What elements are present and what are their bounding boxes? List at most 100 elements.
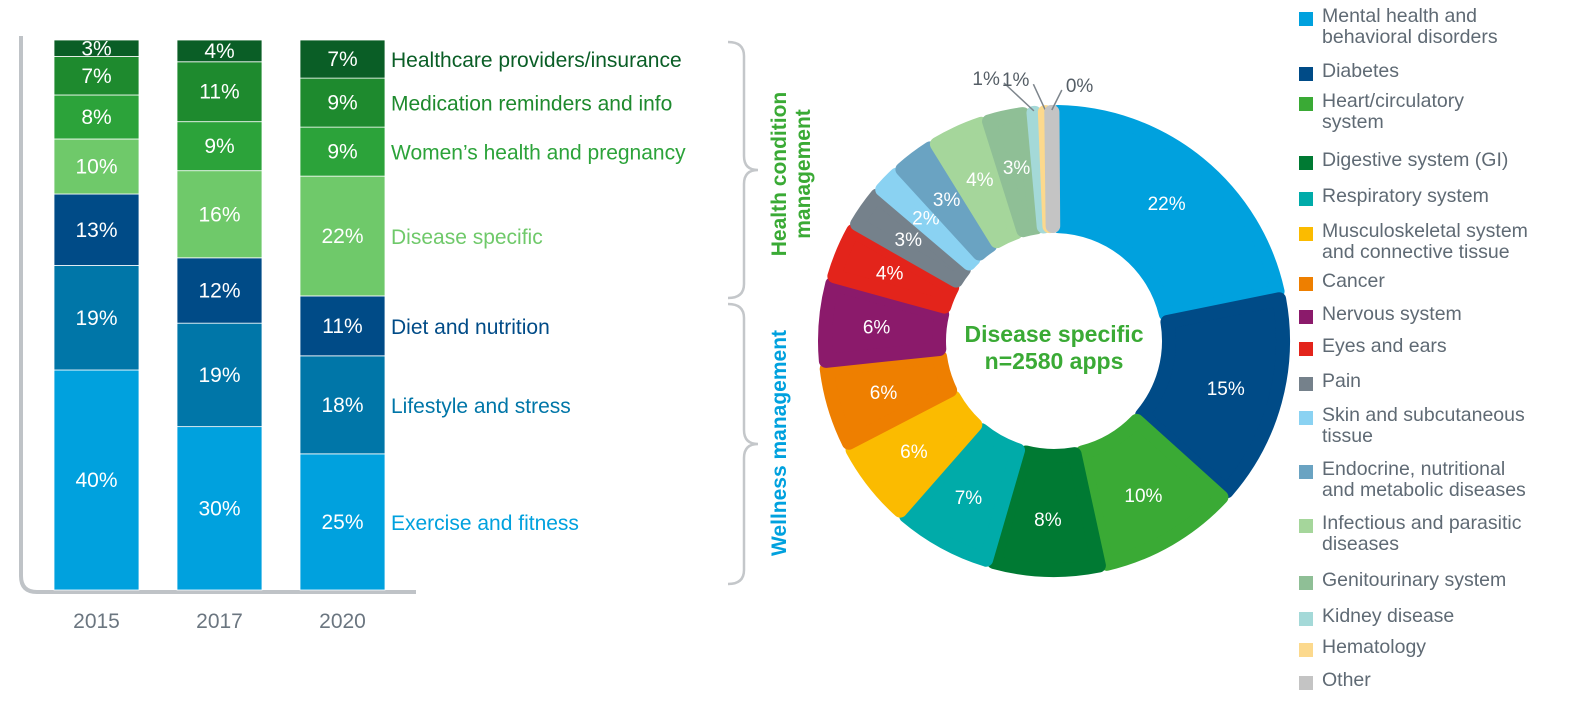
- donut-slice-label-digestive-system-gi: 8%: [1034, 510, 1062, 531]
- group-label-health-condition-management: Health conditionmanagement: [768, 92, 815, 257]
- legend-label: Mental health and behavioral disorders: [1322, 5, 1498, 48]
- donut-slice-label-hematology: 1%: [1002, 70, 1030, 91]
- legend-label: Digestive system (GI): [1322, 149, 1509, 171]
- bar-2015-lifestyle-and-stress: [53, 265, 140, 371]
- donut-slice-label-pain: 3%: [895, 230, 923, 251]
- bar-2020-exercise-and-fitness: [299, 453, 386, 591]
- donut-slice-label-other: 0%: [1066, 76, 1094, 97]
- donut-slice-eyes-and-ears: [827, 224, 960, 314]
- donut-slice-label-cancer: 6%: [870, 383, 898, 404]
- legend-label: Hematology: [1322, 636, 1427, 658]
- bar-value-label-2017-disease-specific: 16%: [198, 203, 240, 226]
- donut-slice-genitourinary-system: [982, 107, 1044, 238]
- legend-label: Cancer: [1322, 270, 1385, 292]
- brace-wellness: [727, 302, 759, 586]
- donut-callout-line-hematology: [1032, 83, 1047, 111]
- donut-slice-label-infectious-and-parasitic-diseases: 4%: [966, 170, 994, 191]
- x-tick-label-2020: 2020: [319, 610, 366, 633]
- series-label-disease-specific: Disease specific: [391, 226, 543, 249]
- bar-value-label-2020-medication-reminders-and-info: 9%: [327, 92, 357, 115]
- donut-slice-skin-and-subcutaneous-tissue: [875, 167, 981, 271]
- legend-swatch: [1299, 465, 1313, 479]
- donut-slice-label-mental-health-and-behavioral-disorders: 22%: [1148, 194, 1186, 215]
- legend-label: Endocrine, nutritional and metabolic dis…: [1322, 458, 1526, 501]
- series-label-diet-and-nutrition: Diet and nutrition: [391, 316, 550, 339]
- donut-callout-line-kidney-disease: [1003, 82, 1035, 112]
- bar-2015-healthcare-providers-insurance: [53, 39, 140, 57]
- donut-slice-infectious-and-parasitic-diseases: [929, 116, 1023, 249]
- bar-value-label-2020-disease-specific: 22%: [321, 225, 363, 248]
- legend-swatch: [1299, 676, 1313, 690]
- bar-value-label-2020-women-s-health-and-pregnancy: 9%: [327, 141, 357, 164]
- bar-2017-diet-and-nutrition: [176, 257, 263, 324]
- donut-slice-heart-circulatory-system: [1075, 413, 1229, 571]
- donut-slice-label-diabetes: 15%: [1207, 379, 1245, 400]
- bar-2017-exercise-and-fitness: [176, 426, 263, 591]
- bar-value-label-2015-diet-and-nutrition: 13%: [75, 219, 117, 242]
- bar-2020-lifestyle-and-stress: [299, 355, 386, 455]
- bar-2020-diet-and-nutrition: [299, 295, 386, 357]
- legend-swatch: [1299, 411, 1313, 425]
- series-label-medication-reminders-and-info: Medication reminders and info: [391, 93, 672, 116]
- x-tick-label-2017: 2017: [196, 610, 243, 633]
- x-tick-label-2015: 2015: [73, 610, 120, 633]
- donut-slice-label-nervous-system: 6%: [863, 317, 891, 338]
- bar-2020-healthcare-providers-insurance: [299, 39, 386, 79]
- donut-slice-diabetes: [1135, 292, 1290, 499]
- donut-callout-line-other: [1051, 89, 1063, 111]
- legend-swatch: [1299, 156, 1313, 170]
- donut-center-count: n=2580 apps: [985, 348, 1124, 374]
- legend-swatch: [1299, 192, 1313, 206]
- donut-slice-label-musculoskeletal-system-and-connective-tissue: 6%: [900, 442, 928, 463]
- legend-swatch: [1299, 277, 1313, 291]
- donut-slice-cancer: [819, 349, 958, 450]
- bar-value-label-2015-exercise-and-fitness: 40%: [75, 469, 117, 492]
- donut-slice-musculoskeletal-system-and-connective-tissue: [845, 390, 983, 518]
- bar-value-label-2017-women-s-health-and-pregnancy: 9%: [204, 135, 234, 158]
- bar-value-label-2015-lifestyle-and-stress: 19%: [75, 307, 117, 330]
- donut-slice-label-eyes-and-ears: 4%: [876, 264, 904, 285]
- bar-value-label-2017-exercise-and-fitness: 30%: [198, 497, 240, 520]
- donut-slice-label-heart-circulatory-system: 10%: [1124, 486, 1162, 507]
- donut-slice-pain: [850, 188, 971, 288]
- donut-slice-mental-health-and-behavioral-disorders: [1051, 105, 1285, 322]
- donut-slice-label-respiratory-system: 7%: [955, 488, 983, 509]
- bar-value-label-2015-women-s-health-and-pregnancy: 8%: [81, 106, 111, 129]
- bar-value-label-2020-diet-and-nutrition: 11%: [322, 315, 362, 338]
- series-label-exercise-and-fitness: Exercise and fitness: [391, 512, 579, 535]
- donut-slice-label-skin-and-subcutaneous-tissue: 2%: [912, 208, 940, 229]
- legend-label: Musculoskeletal system and connective ti…: [1322, 220, 1528, 263]
- donut-slice-endocrine-nutritional-and-metabolic-diseases: [895, 141, 998, 261]
- series-label-lifestyle-and-stress: Lifestyle and stress: [391, 395, 571, 418]
- bar-value-label-2015-disease-specific: 10%: [75, 156, 117, 179]
- axis-frame: [19, 36, 416, 594]
- bar-value-label-2017-medication-reminders-and-info: 11%: [199, 81, 239, 104]
- donut-slice-nervous-system: [818, 276, 950, 368]
- bar-2017-healthcare-providers-insurance: [176, 39, 263, 63]
- donut-center-title: Disease specific: [964, 321, 1143, 347]
- legend-label: Pain: [1322, 370, 1362, 392]
- bar-value-label-2020-exercise-and-fitness: 25%: [321, 511, 363, 534]
- brace-health-condition: [727, 40, 759, 300]
- legend-label: Respiratory system: [1322, 185, 1489, 207]
- bar-value-label-2017-lifestyle-and-stress: 19%: [198, 364, 240, 387]
- group-label-wellness-management: Wellness management: [768, 330, 791, 556]
- donut-slice-digestive-system-gi: [986, 445, 1106, 577]
- legend-swatch: [1299, 342, 1313, 356]
- donut-slice-respiratory-system: [899, 423, 1026, 567]
- legend-swatch: [1299, 377, 1313, 391]
- bar-value-label-2017-diet-and-nutrition: 12%: [198, 279, 240, 302]
- series-label-healthcare-providers-insurance: Healthcare providers/insurance: [391, 49, 682, 72]
- bar-value-label-2017-healthcare-providers-insurance: 4%: [204, 40, 234, 63]
- legend-swatch: [1299, 12, 1313, 26]
- bar-value-label-2015-medication-reminders-and-info: 7%: [81, 65, 111, 88]
- series-label-women-s-health-and-pregnancy: Women’s health and pregnancy: [391, 142, 686, 165]
- legend-label: Other: [1322, 669, 1371, 691]
- legend-label: Skin and subcutaneous tissue: [1322, 404, 1525, 447]
- bar-2015-diet-and-nutrition: [53, 193, 140, 266]
- legend-label: Diabetes: [1322, 60, 1399, 82]
- legend-swatch: [1299, 643, 1313, 657]
- legend-label: Eyes and ears: [1322, 335, 1447, 357]
